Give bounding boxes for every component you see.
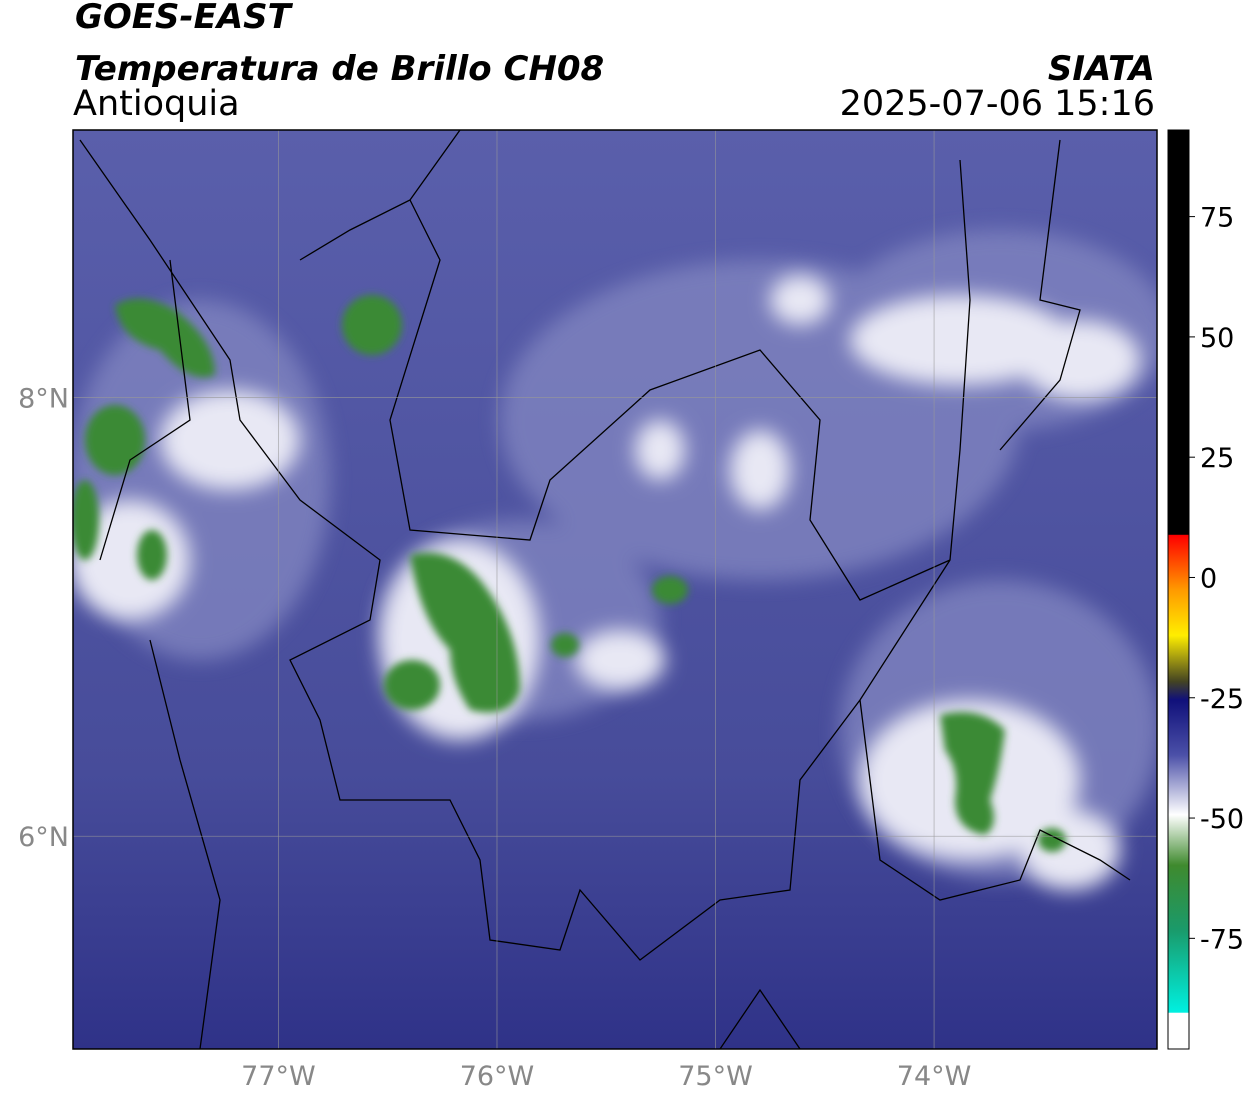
borders <box>79 130 1131 1049</box>
y-tick-label: 8°N <box>18 384 69 415</box>
x-tick-label: 74°W <box>897 1061 972 1092</box>
colorbar-tick-label: 75 <box>1200 203 1234 234</box>
colorbar-tick-label: -50 <box>1200 804 1244 835</box>
region: Antioquia <box>73 84 240 124</box>
title: GOES-EAST <box>75 0 294 37</box>
colorbar-tick-label: 25 <box>1200 443 1234 474</box>
x-tick-label: 76°W <box>460 1061 535 1092</box>
subtitle: Temperatura de Brillo CH08 <box>75 49 604 89</box>
satellite-image <box>73 130 1157 1049</box>
colorbar-tick-label: 0 <box>1200 563 1217 594</box>
colorbar <box>1167 129 1190 1050</box>
source: SIATA <box>1048 49 1155 89</box>
colorbar-tick-label: -25 <box>1200 684 1244 715</box>
x-tick-label: 75°W <box>678 1061 753 1092</box>
x-tick-label: 77°W <box>241 1061 316 1092</box>
y-tick-label: 6°N <box>18 822 69 853</box>
colorbar-tick-label: -75 <box>1200 924 1244 955</box>
colorbar-tick-label: 50 <box>1200 323 1234 354</box>
timestamp: 2025-07-06 15:16 <box>840 84 1155 124</box>
grid <box>73 130 1157 1049</box>
map-frame <box>72 129 1158 1050</box>
